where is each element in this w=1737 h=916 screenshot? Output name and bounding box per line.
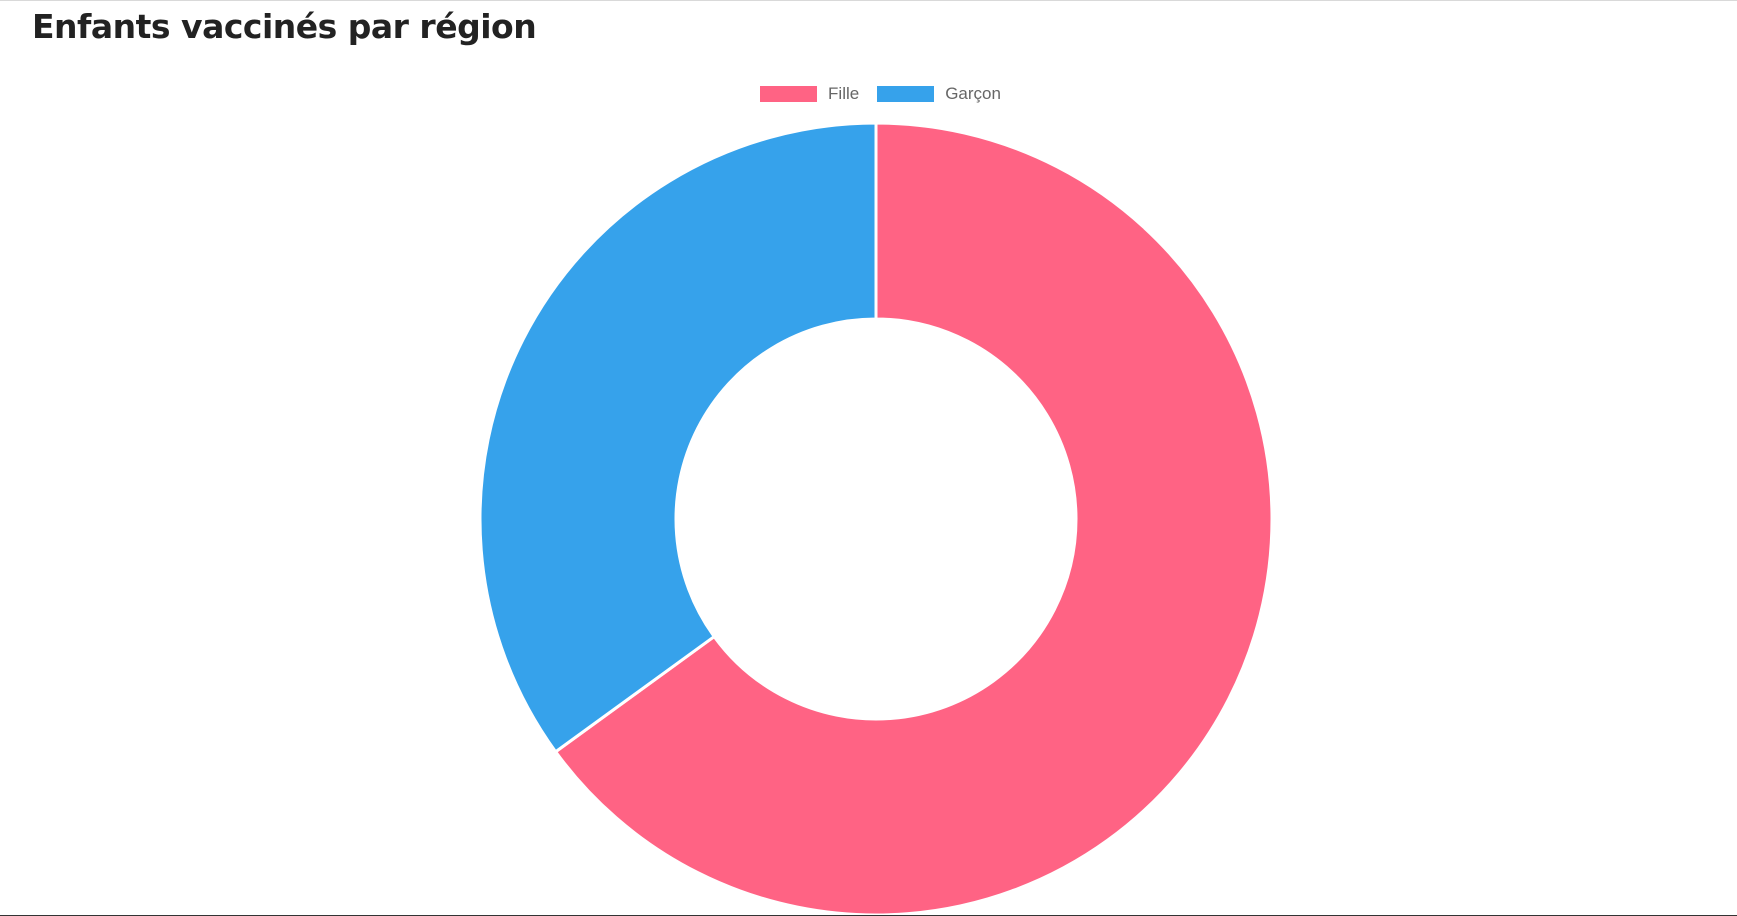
legend-item-garcon[interactable]: Garçon xyxy=(877,84,1001,104)
chart-title: Enfants vaccinés par région xyxy=(32,7,537,46)
legend-swatch-garcon xyxy=(877,86,935,102)
donut-slice-garcon[interactable] xyxy=(478,121,878,754)
legend-swatch-fille xyxy=(760,86,818,102)
chart-legend: Fille Garçon xyxy=(0,84,1737,104)
donut-slice-fille[interactable] xyxy=(553,121,1274,916)
legend-label-garcon: Garçon xyxy=(945,84,1001,103)
legend-label-fille: Fille xyxy=(828,84,860,103)
legend-item-fille[interactable]: Fille xyxy=(760,84,859,104)
